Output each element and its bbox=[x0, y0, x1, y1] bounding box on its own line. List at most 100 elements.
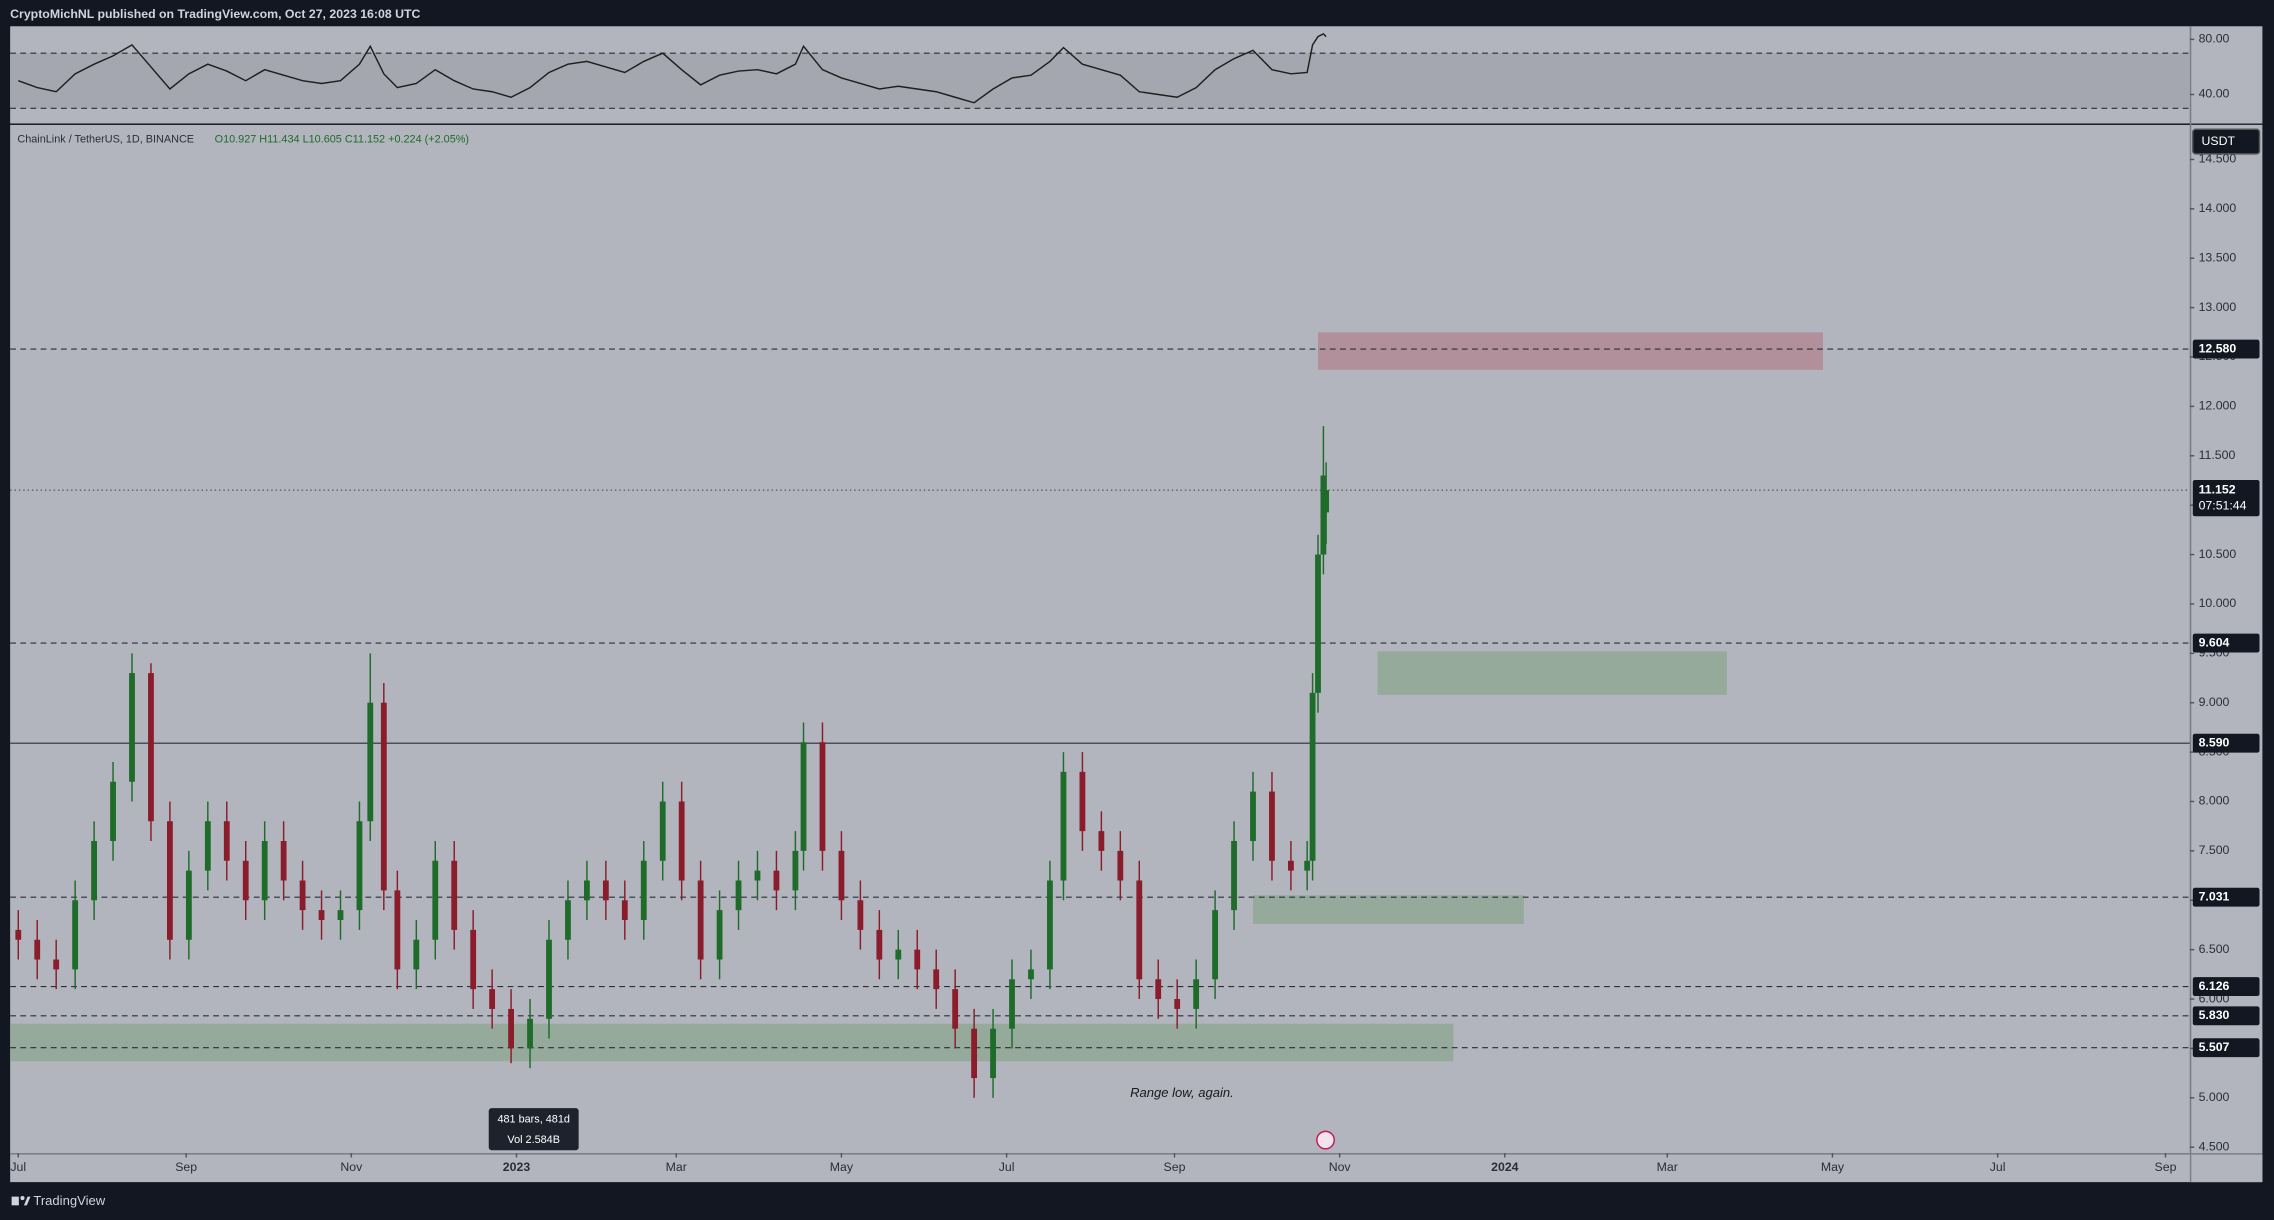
candle-body bbox=[1155, 979, 1162, 1000]
footer-brand: TradingView bbox=[33, 1193, 105, 1208]
candle-body bbox=[1060, 771, 1067, 881]
y-tick-label: 10.000 bbox=[2199, 596, 2237, 610]
y-tick-label: 4.500 bbox=[2199, 1139, 2230, 1153]
tooltip-bg bbox=[488, 1108, 579, 1151]
x-tick-label: Nov bbox=[1329, 1160, 1352, 1174]
footer-logo bbox=[11, 1196, 31, 1206]
candle-body bbox=[367, 702, 374, 822]
x-tick-label: Nov bbox=[340, 1160, 363, 1174]
candle-body bbox=[1009, 979, 1015, 1029]
candle-body bbox=[1028, 969, 1034, 980]
x-tick-label: Mar bbox=[666, 1160, 687, 1174]
candle-body bbox=[91, 840, 97, 901]
candle-body bbox=[1098, 831, 1105, 851]
level-tag: 6.126 bbox=[2199, 979, 2230, 993]
candle-body bbox=[508, 1008, 514, 1049]
y-tick-label: 10.500 bbox=[2199, 547, 2237, 561]
ohlc-values: O10.927 H11.434 L10.605 C11.152 +0.224 (… bbox=[215, 133, 469, 145]
x-tick-label: 2024 bbox=[1491, 1160, 1519, 1174]
event-icon bbox=[1316, 1130, 1335, 1150]
level-tag: 8.590 bbox=[2199, 735, 2230, 749]
candle-body bbox=[952, 989, 959, 1029]
candle-body bbox=[1288, 860, 1294, 871]
candle-body bbox=[72, 900, 79, 970]
candle-body bbox=[280, 840, 287, 881]
candle-body bbox=[1269, 791, 1275, 861]
publisher-header: CryptoMichNL published on TradingView.co… bbox=[10, 7, 420, 21]
zone bbox=[10, 1023, 1454, 1062]
candle-body bbox=[800, 742, 807, 851]
tooltip-line: Vol 2.584B bbox=[507, 1134, 560, 1146]
candle-body bbox=[299, 880, 306, 911]
currency-bg bbox=[2192, 128, 2261, 155]
y-tick-label: 7.500 bbox=[2199, 843, 2230, 857]
x-tick-label: Mar bbox=[1657, 1160, 1678, 1174]
candle-body bbox=[204, 821, 211, 871]
y-tick-label: 14.500 bbox=[2199, 152, 2237, 166]
zone bbox=[1377, 651, 1727, 695]
candle-body bbox=[451, 860, 458, 930]
countdown: 07:51:44 bbox=[2199, 498, 2247, 512]
level-tag: 9.604 bbox=[2199, 635, 2230, 649]
candle-body bbox=[735, 880, 742, 911]
x-tick-label: Jul bbox=[999, 1160, 1015, 1174]
level-tag-bg bbox=[2192, 887, 2260, 907]
x-tick-label: Jul bbox=[10, 1160, 26, 1174]
candle-body bbox=[838, 850, 845, 901]
level-tag-bg bbox=[2192, 1006, 2260, 1026]
y-tick-label: 12.000 bbox=[2199, 399, 2237, 413]
candle-body bbox=[792, 850, 799, 891]
candle-body bbox=[356, 821, 363, 911]
level-tag-bg bbox=[2192, 733, 2260, 753]
candle-body bbox=[773, 870, 780, 891]
y-tick-label: 13.500 bbox=[2199, 250, 2237, 264]
candle-body bbox=[584, 880, 590, 901]
candle-body bbox=[413, 939, 420, 970]
candle-body bbox=[659, 801, 666, 861]
level-tag: 5.507 bbox=[2199, 1040, 2230, 1054]
candle-body bbox=[1136, 880, 1143, 980]
candle-body bbox=[223, 821, 230, 861]
candle-body bbox=[1079, 771, 1086, 832]
level-tag: 7.031 bbox=[2199, 889, 2230, 903]
candle-body bbox=[640, 860, 647, 921]
x-tick-label: 2023 bbox=[503, 1160, 531, 1174]
level-tag-bg bbox=[2192, 977, 2260, 997]
x-tick-label: Sep bbox=[175, 1160, 197, 1174]
candle-body bbox=[895, 949, 902, 960]
candle-body bbox=[716, 910, 723, 960]
candle-body bbox=[527, 1018, 533, 1049]
candle-body bbox=[1250, 791, 1256, 841]
candle-body bbox=[602, 880, 609, 901]
candle-body bbox=[1047, 880, 1053, 970]
x-tick-label: Sep bbox=[1164, 1160, 1186, 1174]
currency: USDT bbox=[2201, 134, 2235, 148]
tooltip-line: 481 bars, 481d bbox=[497, 1114, 569, 1126]
candle-body bbox=[857, 900, 864, 930]
y-tick-label: 40.00 bbox=[2199, 87, 2230, 101]
y-tick-label: 13.000 bbox=[2199, 300, 2237, 314]
candle-body bbox=[1323, 490, 1330, 513]
candle-body bbox=[53, 959, 60, 970]
candle-body bbox=[470, 929, 477, 990]
candle-body bbox=[110, 781, 116, 841]
candle-body bbox=[1193, 979, 1200, 1009]
candle-body bbox=[1231, 840, 1237, 911]
candle-body bbox=[261, 840, 268, 901]
zone bbox=[1317, 332, 1823, 370]
level-tag: 5.830 bbox=[2199, 1008, 2230, 1022]
last-price-tag-bg bbox=[2192, 480, 2260, 517]
annotation: Range low, again. bbox=[1130, 1085, 1234, 1100]
candle-body bbox=[1117, 850, 1124, 881]
candle-body bbox=[1212, 910, 1218, 980]
rsi-line bbox=[18, 32, 1327, 104]
candle-body bbox=[1174, 999, 1181, 1009]
candle-body bbox=[565, 900, 571, 940]
price-pane bbox=[10, 124, 2190, 1154]
candle-body bbox=[971, 1028, 978, 1079]
y-tick-label: 6.500 bbox=[2199, 942, 2230, 956]
price-plot bbox=[10, 332, 2190, 1098]
candle-body bbox=[380, 702, 387, 891]
level-tag: 12.580 bbox=[2199, 341, 2237, 355]
